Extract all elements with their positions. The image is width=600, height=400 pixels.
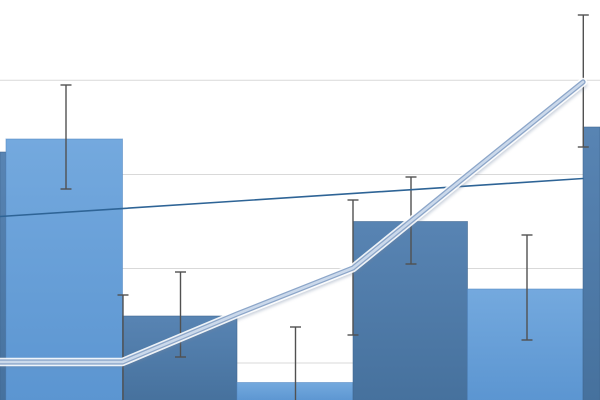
error-bar-bar-1[interactable]	[60, 84, 72, 190]
thick-line-highlight	[0, 80, 585, 364]
bar-5-light[interactable]	[467, 288, 584, 400]
bar-6-dark[interactable]	[582, 126, 600, 400]
error-bar-bar-5[interactable]	[521, 234, 533, 341]
error-bar-thick-line-point-1[interactable]	[117, 294, 129, 400]
bar-4-dark[interactable]	[352, 221, 468, 400]
thin-trend-line[interactable]	[0, 177, 584, 218]
bar-1-light[interactable]	[5, 138, 123, 400]
error-bar-bar-3[interactable]	[290, 326, 301, 400]
